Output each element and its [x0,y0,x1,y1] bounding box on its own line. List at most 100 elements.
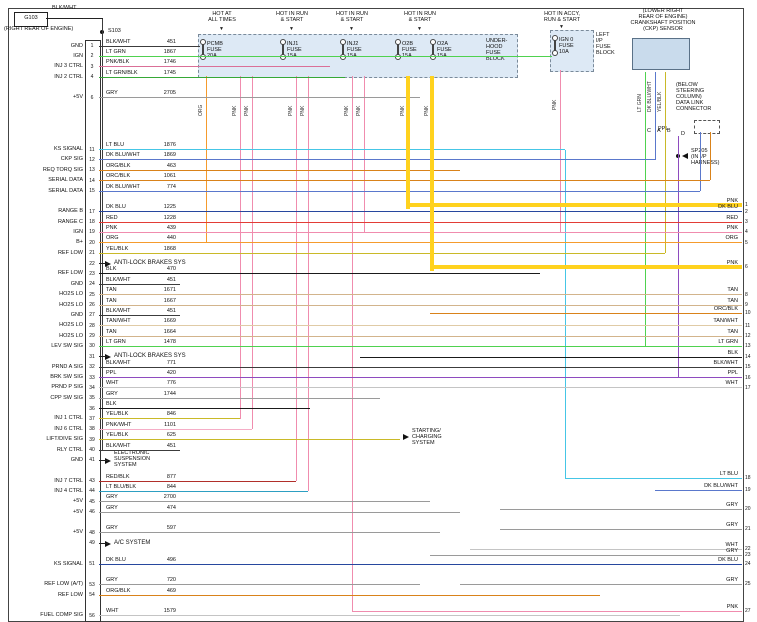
wire-color-label: LT GRN [718,338,738,345]
wire-label: GRY 720 [106,577,176,583]
wire-color-label: ORC/BLK [713,305,738,312]
wire-label: BLK/WHT 451 [106,308,176,314]
wire-color-label: PPL [727,370,738,377]
wire-color-vertical-label: DK BLU/WHT [647,81,653,112]
pin-signal-label: B+ [76,239,83,246]
power-header-hot-at-all-times: HOT AT ALL TIMES [208,11,236,23]
wire-color-label: RED [726,214,738,221]
wire-label: BLK [106,401,176,407]
fuse-symbol-icon [552,35,558,56]
wire-color: TAN [106,297,117,304]
pin-number: 9 [745,302,748,308]
fuse-label: IGN 0 FUSE 10A [559,37,574,55]
wire-label: BLK/WHT 451 [106,39,176,45]
wire-horizontal [408,203,742,207]
wire-color-label: GRY [726,576,738,583]
pin-number: 39 [89,436,95,443]
wire-color-label: WHT [725,380,738,387]
wire-color-label: TAN [727,287,738,294]
wire-horizontal [99,325,742,327]
wire-horizontal [99,387,742,389]
pin-number: 40 [89,447,95,454]
ckp-sensor-header: (LOWER RIGHT REAR OF ENGINE) CRANKSHAFT … [630,8,696,32]
pin-signal-label: LIFT/DIVE SIG [46,436,83,443]
down-arrow-icon: ▼ [349,26,354,32]
wire-color: BLK [106,401,117,408]
left-ip-fuse-block-label: LEFT I/P FUSE BLOCK [596,32,615,56]
wire-label: WHT 1579 [106,608,176,614]
circuit-number: 720 [166,577,176,584]
wire-vertical [699,132,701,191]
wire-label: LT GRN 1867 [106,49,176,55]
wire-label: PNK/WHT 1101 [106,422,176,428]
wire-color-label: PNK [726,259,738,266]
wire-horizontal [565,477,742,479]
pin-number: 17 [89,208,95,215]
wire-vertical [677,136,679,377]
wire-color-label: TAN [727,328,738,335]
wire-color-label: DK BLU [718,204,738,211]
wire-horizontal [432,265,742,269]
pin-signal-label: GND [70,280,83,287]
wire-label: ORC/BLK 1061 [106,173,176,179]
wire-color: RED [106,214,118,221]
pin-number: 1 [90,43,94,49]
wire-color: ORG/BLK [106,162,131,169]
pin-number: 25 [745,581,751,587]
wire-label: DK BLU/WHT 774 [106,184,176,190]
pin-number: 20 [745,506,751,512]
pin-number: 22 [89,260,95,267]
wire-horizontal [99,439,400,441]
pin-signal-label: GND [70,311,83,318]
pin-signal-label: +5V [73,508,83,515]
pin-number: 10 [745,310,751,316]
pin-signal-label: HO2S LO [59,332,83,339]
wire-color: LT BLU/BLK [106,483,137,490]
ckp-pin-letter-a: A [657,128,661,134]
wire-label: RED/BLK 877 [106,474,176,480]
wire-horizontal [460,583,742,585]
wire-label: GRY 2700 [106,494,176,500]
annotation-ac-system: A/C SYSTEM [114,540,151,546]
pin-number: 4 [745,229,748,236]
wire-horizontal [99,76,345,78]
wire-vertical [101,19,103,451]
dlc-label: (BELOW STEERING COLUMN) DATA LINK CONNEC… [676,82,712,112]
pin-number: 15 [89,188,95,195]
wire-horizontal [470,548,742,550]
sp205-arrow-icon [682,153,688,159]
wire-color: PNK [106,224,118,231]
pin-signal-label: INJ 3 CTRL [54,63,83,70]
wire-horizontal [99,294,742,296]
wire-horizontal [99,335,742,337]
wire-color: BLK/WHT [106,307,131,314]
circuit-number: 1868 [163,245,176,252]
wire-horizontal [99,542,108,544]
pin-number: 16 [745,374,751,381]
circuit-number: 1225 [163,204,176,211]
pin-number: 27 [745,608,751,614]
wire-color-label: PNK [726,603,738,610]
pin-number: 30 [89,343,95,350]
pin-number: 12 [89,156,95,163]
wire-vertical [295,76,297,481]
wire-label: LT GRN 1478 [106,339,176,345]
circuit-number: 844 [166,483,176,490]
circuit-number: 1579 [163,608,176,615]
pin-number: 29 [89,333,95,340]
down-arrow-icon: ▼ [417,26,422,32]
circuit-number: 771 [166,359,176,366]
wire-horizontal [430,312,742,314]
pin-number: 56 [89,612,95,619]
wire-label: TAN/WHT 1669 [106,318,176,324]
wire-horizontal [99,180,710,182]
wire-horizontal [99,563,742,565]
wire-color: BLK/WHT [106,442,131,449]
pin-number: 31 [89,353,95,360]
power-header-hot-in-run-1: HOT IN RUN & START [276,11,308,23]
ppl-tap-letter: D [681,131,685,137]
wire-horizontal [99,459,108,461]
wire-horizontal [99,252,665,254]
pin-number: 21 [745,526,751,532]
pin-signal-label: SERIAL DATA [48,177,83,184]
